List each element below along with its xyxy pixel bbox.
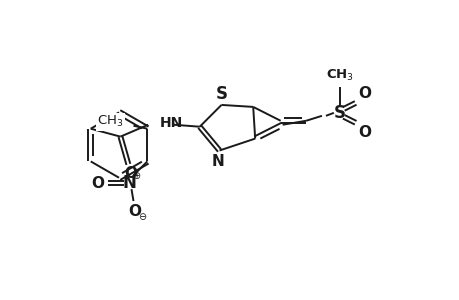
Text: O: O	[357, 85, 370, 100]
Text: HN: HN	[160, 116, 183, 130]
Text: O: O	[357, 125, 370, 140]
Text: S: S	[333, 104, 345, 122]
Text: O: O	[91, 176, 104, 191]
Text: ⊖: ⊖	[138, 212, 146, 222]
Text: N: N	[122, 174, 136, 192]
Text: CH$_3$: CH$_3$	[97, 114, 123, 129]
Text: ⊕: ⊕	[132, 171, 140, 181]
Text: N: N	[211, 154, 224, 169]
Text: CH$_3$: CH$_3$	[325, 68, 353, 83]
Text: O: O	[128, 204, 140, 219]
Text: S: S	[215, 85, 227, 103]
Text: O: O	[123, 166, 137, 181]
